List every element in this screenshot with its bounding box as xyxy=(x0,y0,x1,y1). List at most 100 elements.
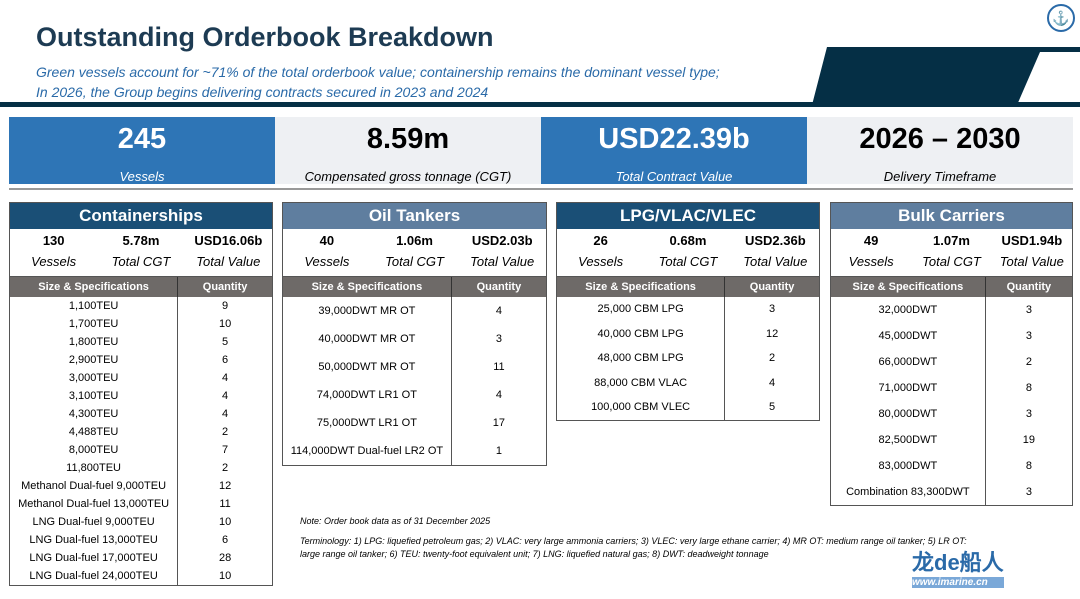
table-row: 1,800TEU 5 xyxy=(10,333,272,351)
spec-cell: 1,800TEU xyxy=(10,333,179,351)
spec-cell: 66,000DWT xyxy=(831,349,986,375)
table-row: 25,000 CBM LPG 3 xyxy=(557,297,819,322)
table-row: 50,000DWT MR OT 11 xyxy=(283,353,546,381)
cgt-value: 1.06m xyxy=(396,233,433,248)
qty-cell: 12 xyxy=(218,480,232,492)
spec-cell: 32,000DWT xyxy=(831,297,986,323)
qty-cell: 5 xyxy=(222,336,229,348)
spec-header: Size & Specifications xyxy=(831,277,986,297)
spec-cell: LNG Dual-fuel 24,000TEU xyxy=(10,567,179,585)
spec-cell: 45,000DWT xyxy=(831,323,986,349)
spec-header: Size & Specifications xyxy=(10,277,179,297)
spec-cell: 114,000DWT Dual-fuel LR2 OT xyxy=(283,437,452,465)
panel-lpg-vlac-vlec: LPG/VLAC/VLEC 26 Vessels 0.68m Total CGT U… xyxy=(556,202,820,421)
table-row: 100,000 CBM VLEC 5 xyxy=(557,395,819,420)
company-logo-icon: ⚓ xyxy=(1047,4,1075,32)
vessels-label: Vessels xyxy=(31,254,77,269)
spec-cell: LNG Dual-fuel 17,000TEU xyxy=(10,549,179,567)
spec-table: Size & Specifications Quantity 32,000DWT 3 4… xyxy=(831,277,1072,505)
panel-containerships: Containerships 130 Vessels 5.78m Total CGT… xyxy=(9,202,273,586)
qty-cell: 17 xyxy=(492,417,506,429)
qty-cell: 1 xyxy=(495,445,502,457)
qty-cell: 11 xyxy=(493,361,505,373)
cgt-label: Total CGT xyxy=(111,254,171,269)
spec-cell: 83,000DWT xyxy=(831,453,986,479)
table-row: 8,000TEU 7 xyxy=(10,441,272,459)
qty-cell: 8 xyxy=(1025,460,1032,472)
qty-cell: 3 xyxy=(1025,408,1032,420)
spec-cell: 11,800TEU xyxy=(10,459,179,477)
vessels-value: 26 xyxy=(593,233,608,248)
spec-cell: 75,000DWT LR1 OT xyxy=(283,409,452,437)
panel-title: Containerships xyxy=(10,203,272,229)
spec-table: Size & Specifications Quantity 25,000 CBM … xyxy=(557,277,819,420)
spec-cell: 80,000DWT xyxy=(831,401,986,427)
kpi-delivery: 2026 – 2030 Delivery Timeframe xyxy=(807,117,1073,184)
footnote: Note: Order book data as of 31 December … xyxy=(300,516,491,526)
spec-cell: 71,000DWT xyxy=(831,375,986,401)
qty-cell: 9 xyxy=(222,300,229,312)
table-row: 1,700TEU 10 xyxy=(10,315,272,333)
table-row: LNG Dual-fuel 9,000TEU 10 xyxy=(10,513,272,531)
spec-cell: 1,700TEU xyxy=(10,315,179,333)
qty-header: Quantity xyxy=(177,277,272,297)
qty-cell: 3 xyxy=(1025,486,1032,498)
table-row: 4,300TEU 4 xyxy=(10,405,272,423)
qty-cell: 4 xyxy=(495,305,502,317)
vessels-label: Vessels xyxy=(304,254,350,269)
qty-cell: 4 xyxy=(222,408,229,420)
table-row: 48,000 CBM LPG 2 xyxy=(557,346,819,371)
spec-cell: Methanol Dual-fuel 9,000TEU xyxy=(10,477,179,495)
qty-cell: 3 xyxy=(495,333,502,345)
qty-cell: 3 xyxy=(1025,304,1032,316)
page-subtitle: Green vessels account for ~71% of the to… xyxy=(36,64,720,100)
table-row: 4,488TEU 2 xyxy=(10,423,272,441)
table-row: 82,500DWT 19 xyxy=(831,427,1072,453)
table-row: 40,000DWT MR OT 3 xyxy=(283,325,546,353)
spec-header: Size & Specifications xyxy=(283,277,452,297)
table-row: LNG Dual-fuel 13,000TEU 6 xyxy=(10,531,272,549)
cgt-value: 5.78m xyxy=(122,233,160,248)
qty-cell: 8 xyxy=(1025,382,1032,394)
cgt-label: Total CGT xyxy=(658,254,718,269)
spec-cell: LNG Dual-fuel 9,000TEU xyxy=(10,513,179,531)
spec-cell: 25,000 CBM LPG xyxy=(557,297,726,322)
qty-cell: 12 xyxy=(765,327,779,340)
value-value: USD1.94b xyxy=(1001,233,1063,248)
spec-cell: 82,500DWT xyxy=(831,427,986,453)
table-row: 2,900TEU 6 xyxy=(10,351,272,369)
table-row: 80,000DWT 3 xyxy=(831,401,1072,427)
kpi-row: 245 Vessels 8.59m Compensated gross tonnag… xyxy=(9,117,1073,184)
spec-cell: 4,488TEU xyxy=(10,423,179,441)
qty-cell: 10 xyxy=(218,318,232,330)
value-label: Total Value xyxy=(743,254,808,269)
panel-title: Oil Tankers xyxy=(283,203,546,229)
table-row: 66,000DWT 2 xyxy=(831,349,1072,375)
spec-cell: Combination 83,300DWT xyxy=(831,479,986,505)
value-label: Total Value xyxy=(196,254,261,269)
qty-cell: 10 xyxy=(218,570,232,582)
page-title: Outstanding Orderbook Breakdown xyxy=(36,22,494,52)
qty-cell: 2 xyxy=(769,352,776,365)
spec-cell: 3,000TEU xyxy=(10,369,179,387)
panel-bulk-carriers: Bulk Carriers 49 Vessels 1.07m Total CGT U… xyxy=(830,202,1073,506)
spec-cell: 3,100TEU xyxy=(10,387,179,405)
spec-cell: 40,000DWT MR OT xyxy=(283,325,452,353)
spec-cell: 40,000 CBM LPG xyxy=(557,321,726,346)
value-value: USD2.36b xyxy=(744,233,806,248)
panel-oil-tankers: Oil Tankers 40 Vessels 1.06m Total CGT USD… xyxy=(282,202,547,466)
header-band xyxy=(0,102,1080,107)
vessels-value: 49 xyxy=(863,233,879,248)
vessels-value: 40 xyxy=(319,233,335,248)
spec-cell: 8,000TEU xyxy=(10,441,179,459)
qty-cell: 7 xyxy=(222,444,229,456)
value-value: USD2.03b xyxy=(471,233,533,248)
spec-cell: Methanol Dual-fuel 13,000TEU xyxy=(10,495,179,513)
table-row: 32,000DWT 3 xyxy=(831,297,1072,323)
qty-cell: 2 xyxy=(222,426,229,438)
spec-cell: 4,300TEU xyxy=(10,405,179,423)
table-row: 74,000DWT LR1 OT 4 xyxy=(283,381,546,409)
table-row: Methanol Dual-fuel 9,000TEU 12 xyxy=(10,477,272,495)
spec-cell: 1,100TEU xyxy=(10,297,179,315)
kpi-cgt: 8.59m Compensated gross tonnage (CGT) xyxy=(275,117,541,184)
